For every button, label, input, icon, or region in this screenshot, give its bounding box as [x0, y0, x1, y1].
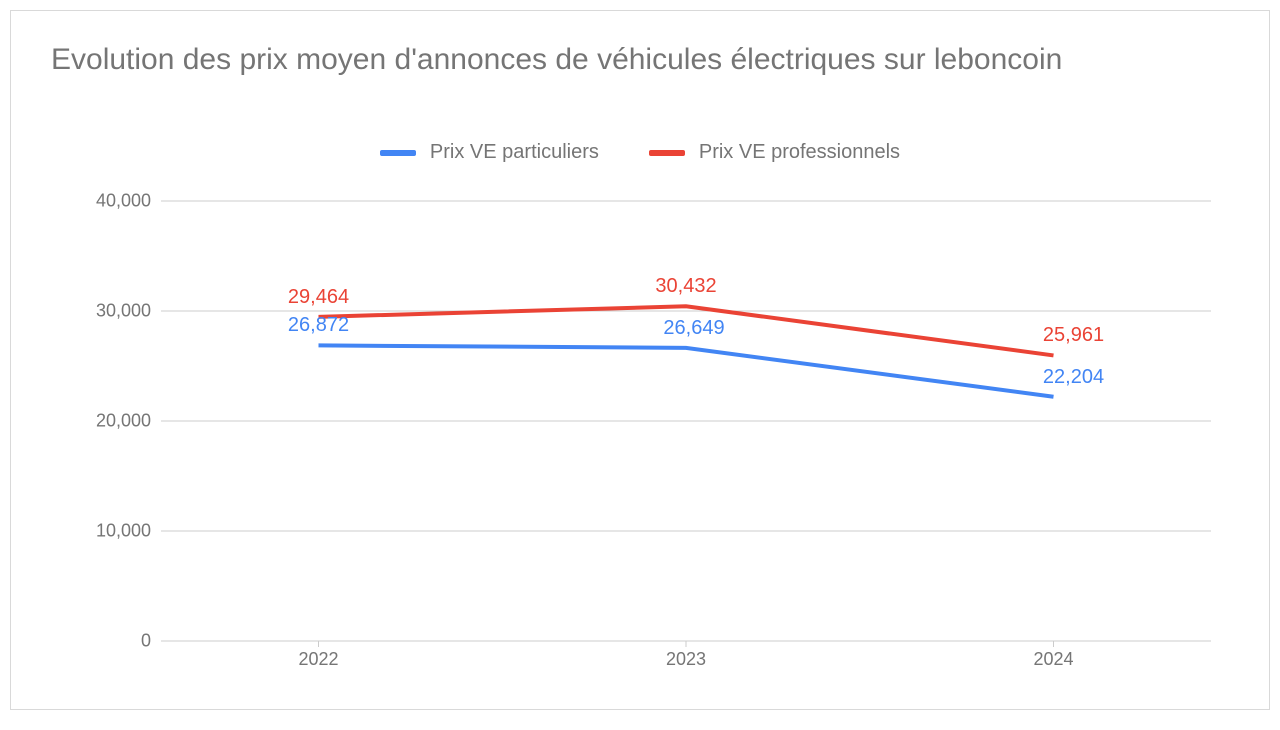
legend-label-particuliers: Prix VE particuliers	[430, 141, 599, 164]
data-label: 26,649	[663, 317, 724, 340]
chart-frame: Evolution des prix moyen d'annonces de v…	[10, 10, 1270, 710]
data-label: 29,464	[288, 286, 349, 309]
data-label: 30,432	[655, 275, 716, 298]
x-tick-label: 2023	[666, 649, 706, 670]
x-tick-label: 2024	[1033, 649, 1073, 670]
y-tick-label: 40,000	[71, 191, 151, 212]
series-line-0	[319, 345, 1054, 396]
legend-item-professionnels: Prix VE professionnels	[649, 141, 900, 164]
chart-plot-area: 010,00020,00030,00040,00020222023202426,…	[161, 201, 1211, 641]
chart-legend: Prix VE particuliers Prix VE professionn…	[11, 141, 1269, 164]
legend-swatch-professionnels	[649, 150, 685, 156]
chart-title: Evolution des prix moyen d'annonces de v…	[51, 41, 1229, 79]
data-label: 25,961	[1043, 324, 1104, 347]
x-tick-label: 2022	[298, 649, 338, 670]
y-tick-label: 0	[71, 631, 151, 652]
y-tick-label: 30,000	[71, 301, 151, 322]
legend-swatch-particuliers	[380, 150, 416, 156]
legend-label-professionnels: Prix VE professionnels	[699, 141, 900, 164]
y-tick-label: 20,000	[71, 411, 151, 432]
chart-svg	[161, 201, 1211, 649]
data-label: 22,204	[1043, 366, 1104, 389]
y-tick-label: 10,000	[71, 521, 151, 542]
legend-item-particuliers: Prix VE particuliers	[380, 141, 599, 164]
data-label: 26,872	[288, 314, 349, 337]
